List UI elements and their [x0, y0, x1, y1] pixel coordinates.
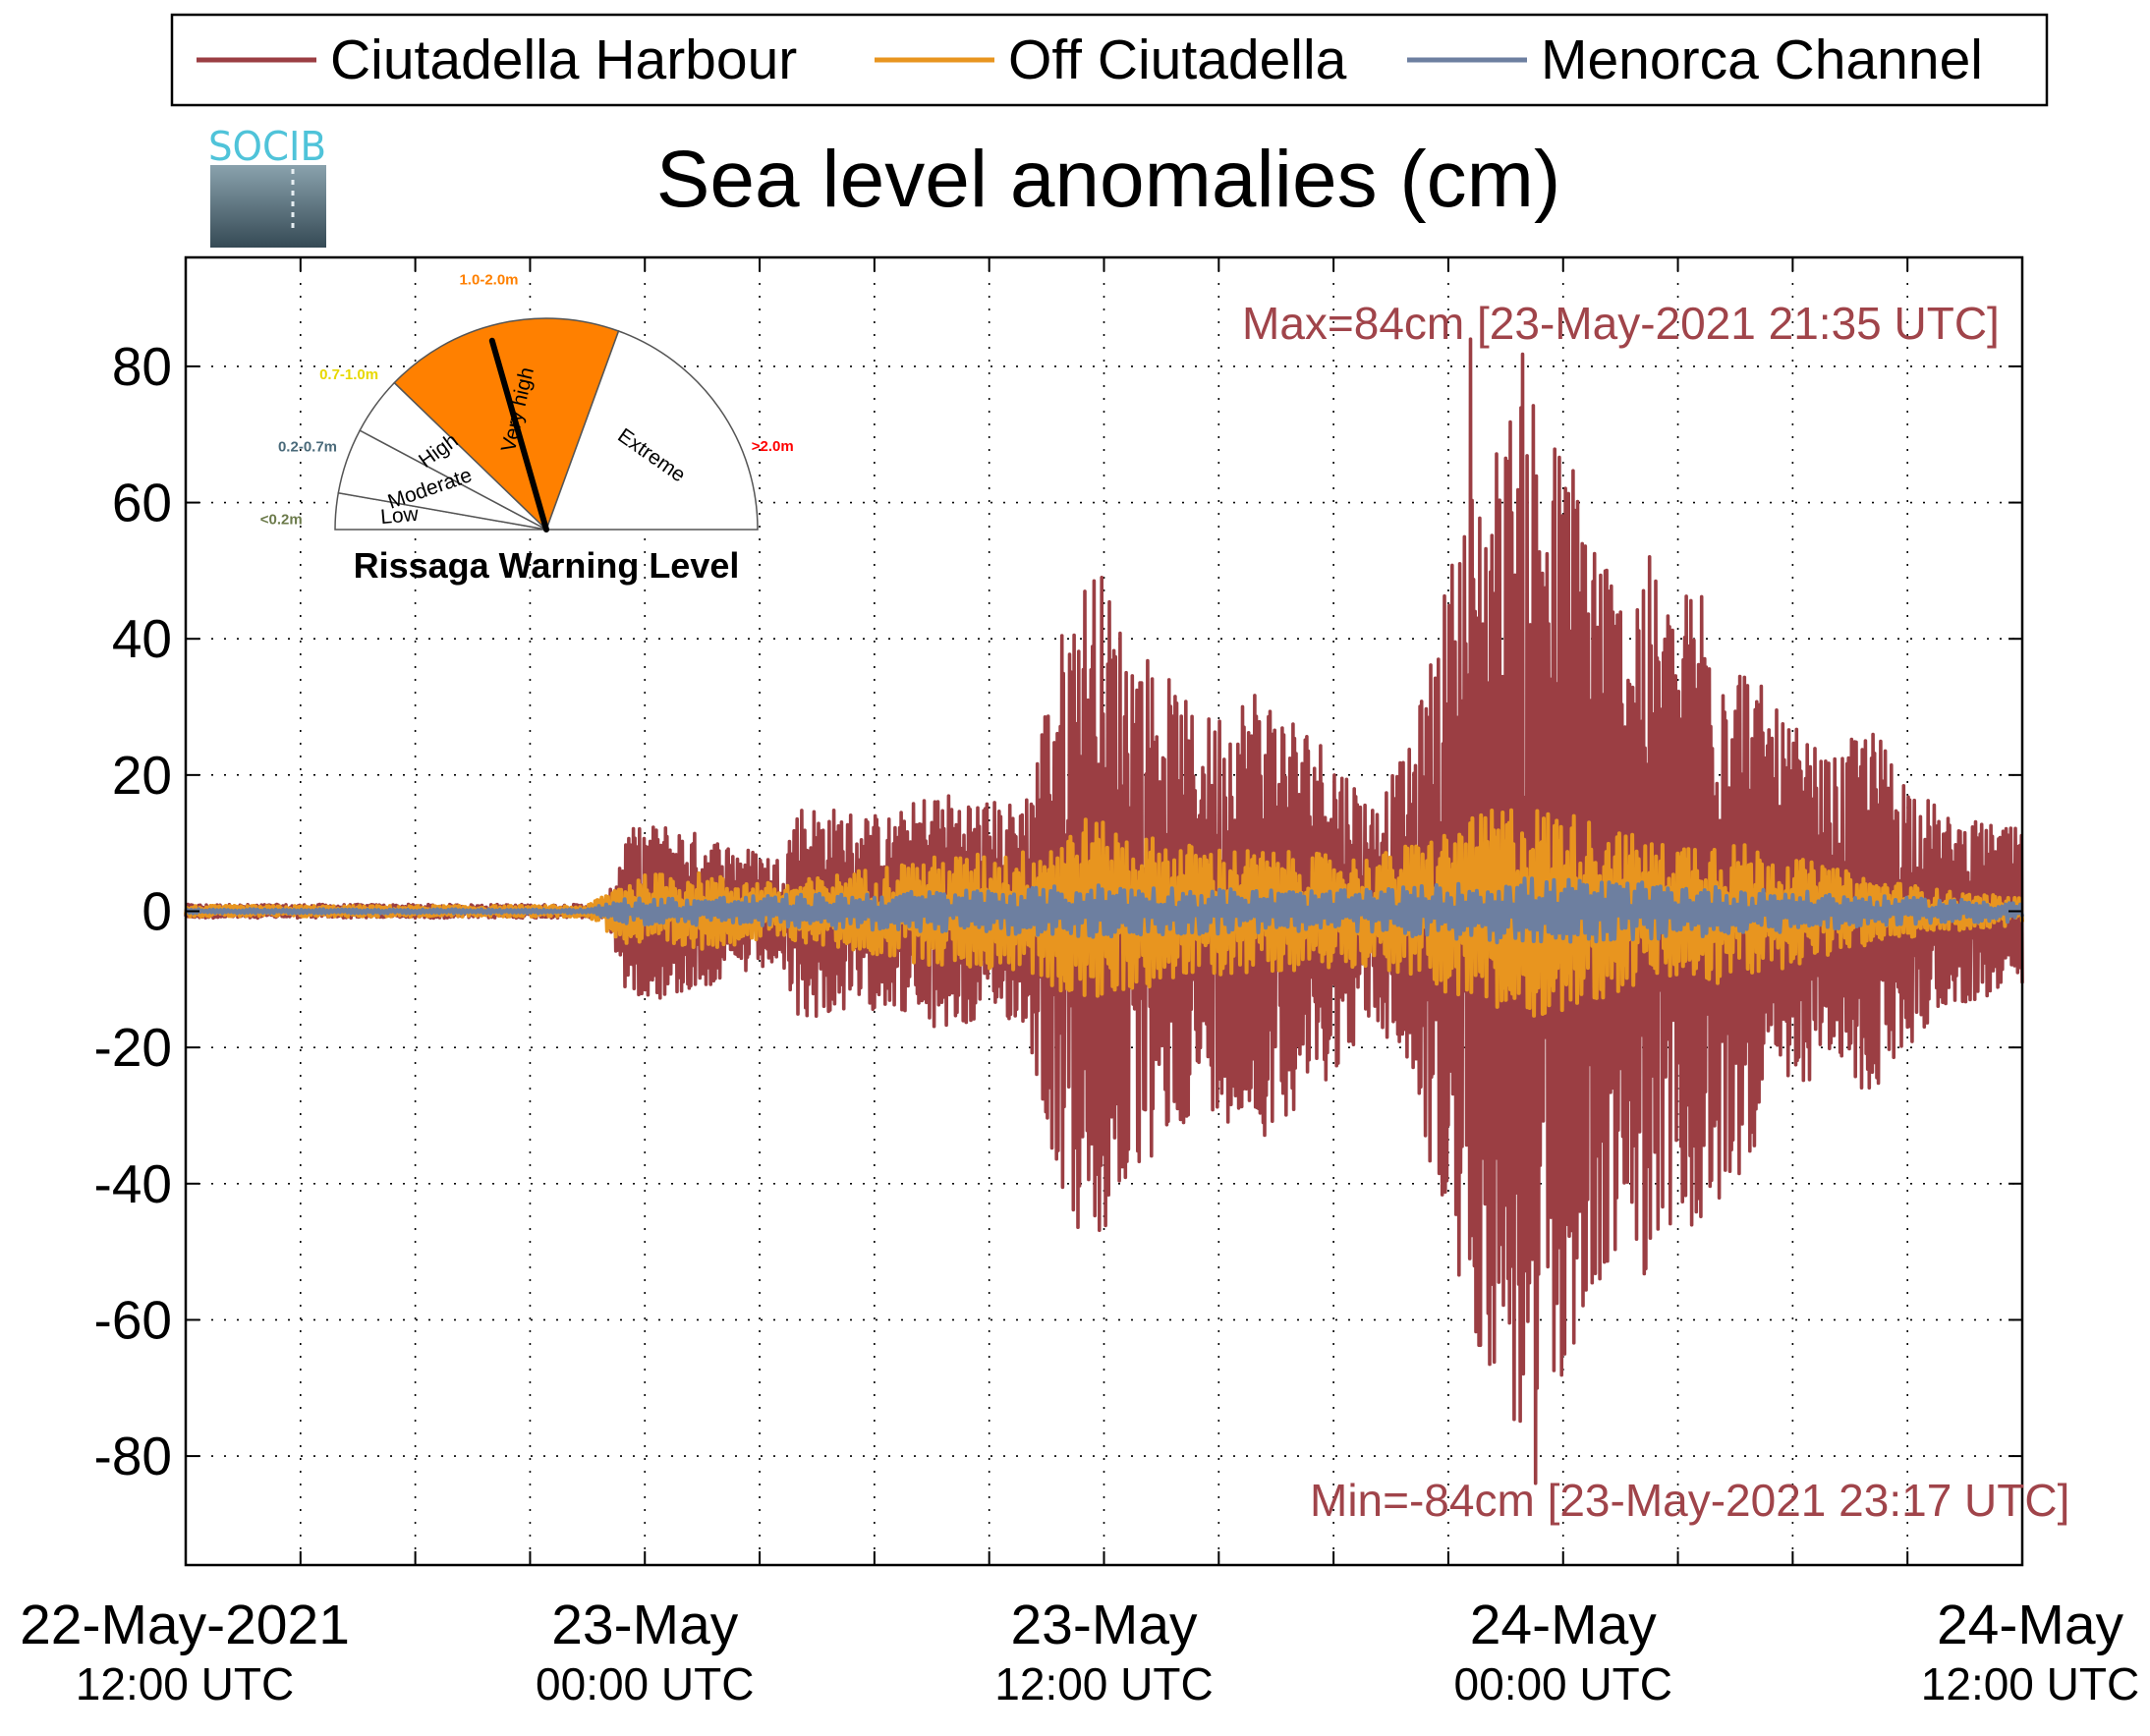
x-tick-label-time: 12:00 UTC	[1921, 1658, 2139, 1709]
gauge-title: Rissaga Warning Level	[354, 545, 740, 586]
legend: Ciutadella Harbour Off Ciutadella Menorc…	[170, 13, 2049, 107]
y-tick-label: 0	[141, 881, 172, 942]
y-tick-label: 40	[112, 608, 172, 669]
y-tick-label: 60	[112, 473, 172, 533]
y-axis-tick-labels: -80 -60 -40 -20 0 20 40 60 80	[94, 336, 173, 1486]
x-tick-label-time: 12:00 UTC	[76, 1658, 294, 1709]
socib-logo-wave-icon	[210, 165, 326, 248]
y-tick-label: 20	[112, 745, 172, 806]
gauge-sector-low-label: Low	[379, 503, 420, 529]
gauge-sector-extreme	[544, 330, 759, 531]
y-tick-label: -40	[94, 1153, 173, 1214]
x-tick-label-date: 22-May-2021	[20, 1594, 350, 1656]
y-tick-label: 80	[112, 336, 172, 397]
y-tick-label: -60	[94, 1289, 173, 1350]
legend-label-ciutadella-harbour: Ciutadella Harbour	[330, 28, 797, 91]
socib-logo-text: SOCIB	[208, 123, 326, 170]
min-annotation: Min=-84cm [23-May-2021 23:17 UTC]	[1310, 1475, 2069, 1526]
series-menorca-channel	[184, 876, 2024, 945]
series-group	[184, 337, 2024, 1485]
socib-logo: SOCIB	[208, 123, 326, 248]
axis-ticks	[185, 257, 2023, 1565]
legend-box	[170, 13, 2049, 107]
gauge-needle	[488, 337, 549, 532]
x-tick-label-date: 24-May	[1470, 1594, 1658, 1656]
gauge-sector-very-high	[393, 317, 620, 532]
x-tick-label-time: 00:00 UTC	[536, 1658, 754, 1709]
legend-label-menorca-channel: Menorca Channel	[1541, 28, 1983, 91]
gauge-sector-very-high-range: 1.0-2.0m	[459, 272, 518, 289]
y-tick-label: -20	[94, 1017, 173, 1078]
x-tick-label-date: 23-May	[1010, 1594, 1198, 1656]
gauge-sector-extreme-range: >2.0m	[752, 438, 794, 455]
gauge-sector-low-range: <0.2m	[260, 512, 303, 529]
legend-label-off-ciutadella: Off Ciutadella	[1008, 28, 1347, 91]
x-tick-label-time: 12:00 UTC	[994, 1658, 1213, 1709]
x-tick-label-date: 24-May	[1937, 1594, 2124, 1656]
gauge-sector-moderate-range: 0.2-0.7m	[278, 438, 337, 455]
chart-title: Sea level anomalies (cm)	[656, 135, 1561, 224]
gauge-sector-high-range: 0.7-1.0m	[319, 366, 378, 383]
y-tick-label: -80	[94, 1426, 173, 1486]
max-annotation: Max=84cm [23-May-2021 21:35 UTC]	[1242, 298, 2000, 349]
x-tick-label-time: 00:00 UTC	[1454, 1658, 1672, 1709]
x-tick-label-date: 23-May	[551, 1594, 739, 1656]
